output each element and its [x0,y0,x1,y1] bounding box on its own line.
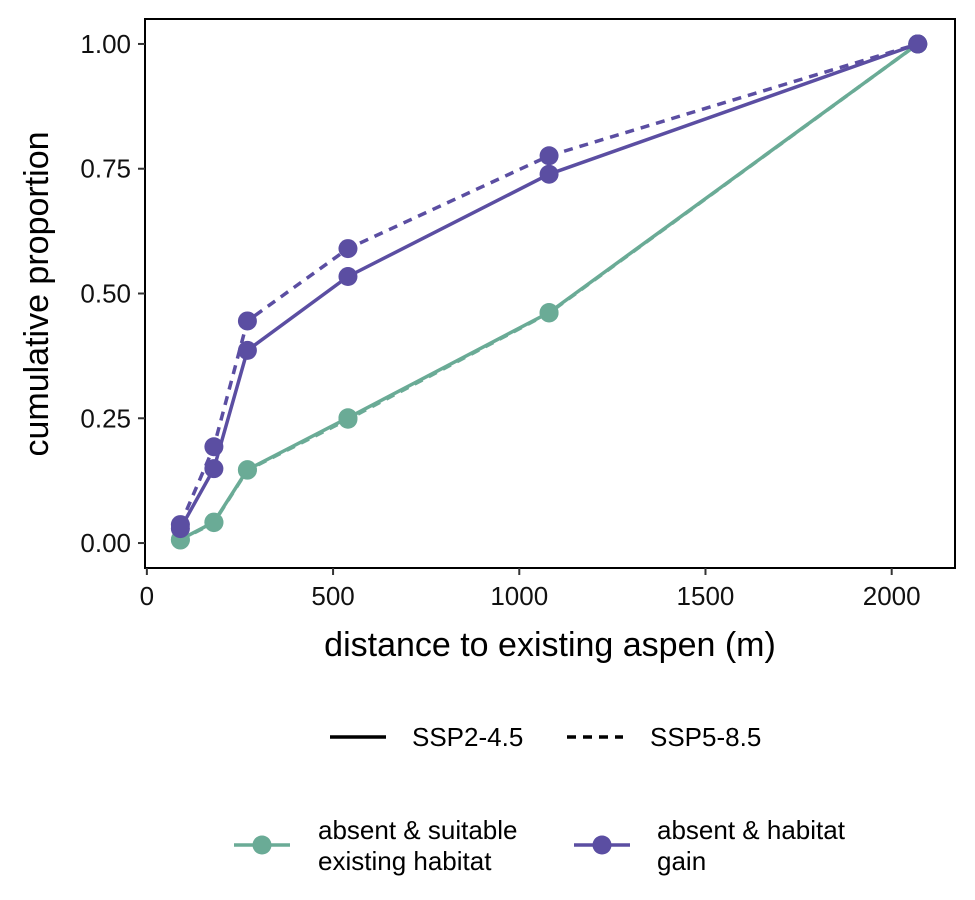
y-tick-label: 1.00 [80,29,131,59]
y-tick-label: 0.25 [80,403,131,433]
data-point [338,409,358,429]
data-point [204,513,224,533]
data-point [170,515,190,535]
group-legend-label-0: absent & suitable [318,815,517,845]
group-legend-label-0: existing habitat [318,846,492,876]
data-point [908,34,928,54]
x-tick-label: 1000 [490,581,548,611]
plot-panel [144,18,956,569]
group-legend-point-1 [592,835,612,855]
data-point [338,267,358,287]
data-point [539,303,559,323]
data-point [237,311,257,331]
data-point [237,340,257,360]
scenario-legend-label-0: SSP2-4.5 [412,722,523,752]
x-tick-label: 2000 [863,581,921,611]
series-line-2 [178,42,919,530]
data-point [338,239,358,259]
scenario-legend: SSP2-4.5 SSP5-8.5 [330,722,761,752]
y-tick-label: 0.50 [80,279,131,309]
x-tick-label: 500 [311,581,354,611]
y-axis-title: cumulative proportion [18,131,56,456]
series-line-1 [179,42,919,542]
x-tick-label: 1500 [677,581,735,611]
scenario-legend-label-1: SSP5-8.5 [650,722,761,752]
data-point [539,146,559,166]
series-layer [170,34,928,550]
data-point [237,460,257,480]
data-point [204,437,224,457]
x-axis-title: distance to existing aspen (m) [324,626,776,664]
group-legend-point-0 [252,835,272,855]
y-tick-label: 0.75 [80,154,131,184]
data-point [204,459,224,479]
y-axis: 0.00 0.25 0.50 0.75 1.00 [80,29,145,558]
y-tick-label: 0.00 [80,528,131,558]
x-tick-label: 0 [140,581,154,611]
group-legend-label-1: gain [657,846,706,876]
group-legend-label-1: absent & habitat [657,815,846,845]
series-line-3 [178,42,919,526]
x-axis: 0 500 1000 1500 2000 [140,568,921,611]
data-point [539,164,559,184]
